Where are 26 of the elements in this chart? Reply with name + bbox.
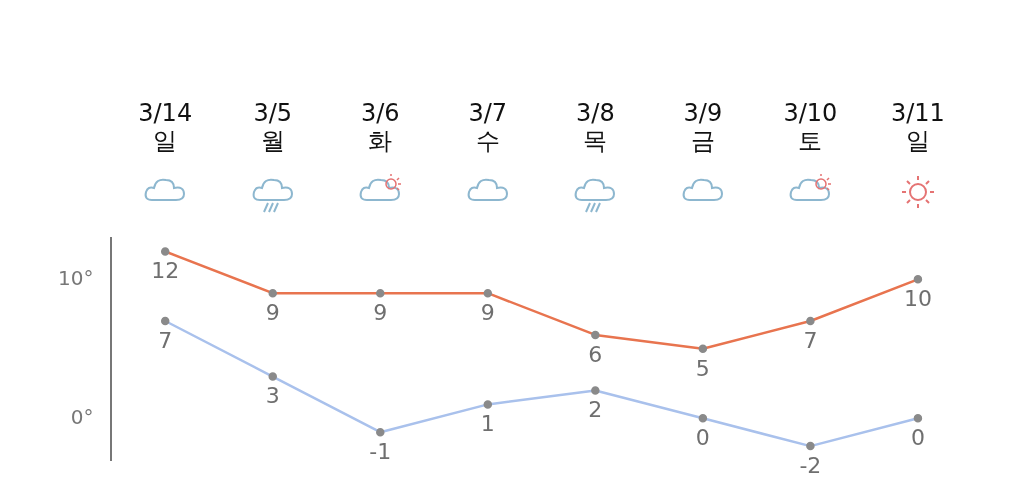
y-tick-label: 10° <box>58 265 94 290</box>
data-label: 3 <box>265 383 280 409</box>
data-label: 1 <box>480 411 495 437</box>
data-label: 12 <box>151 258 180 284</box>
data-label: 9 <box>480 299 495 325</box>
data-label: 7 <box>158 327 173 353</box>
x-tick-label: 3/5 월 <box>253 98 293 156</box>
x-tick-label: 3/10 토 <box>783 98 838 156</box>
x-tick-label: 3/6 화 <box>360 98 400 156</box>
x-tick-label: 3/14 일 <box>138 98 193 156</box>
data-label: 10 <box>903 286 932 312</box>
data-label: -2 <box>799 452 822 478</box>
data-label: 6 <box>588 341 603 367</box>
x-tick-label: 3/8 목 <box>576 98 615 156</box>
data-label: 9 <box>265 299 280 325</box>
x-tick-label: 3/9 금 <box>683 98 723 156</box>
data-label: 2 <box>588 397 603 423</box>
data-label: 7 <box>803 327 818 353</box>
data-label: 9 <box>373 299 388 325</box>
y-tick-label: 0° <box>70 404 94 429</box>
data-label: 0 <box>910 425 925 451</box>
data-label: 0 <box>695 425 710 451</box>
data-label: 5 <box>695 355 710 381</box>
x-tick-label: 3/11 일 <box>890 98 945 156</box>
data-label: -1 <box>369 438 392 464</box>
x-tick-label: 3/7 수 <box>468 98 508 156</box>
